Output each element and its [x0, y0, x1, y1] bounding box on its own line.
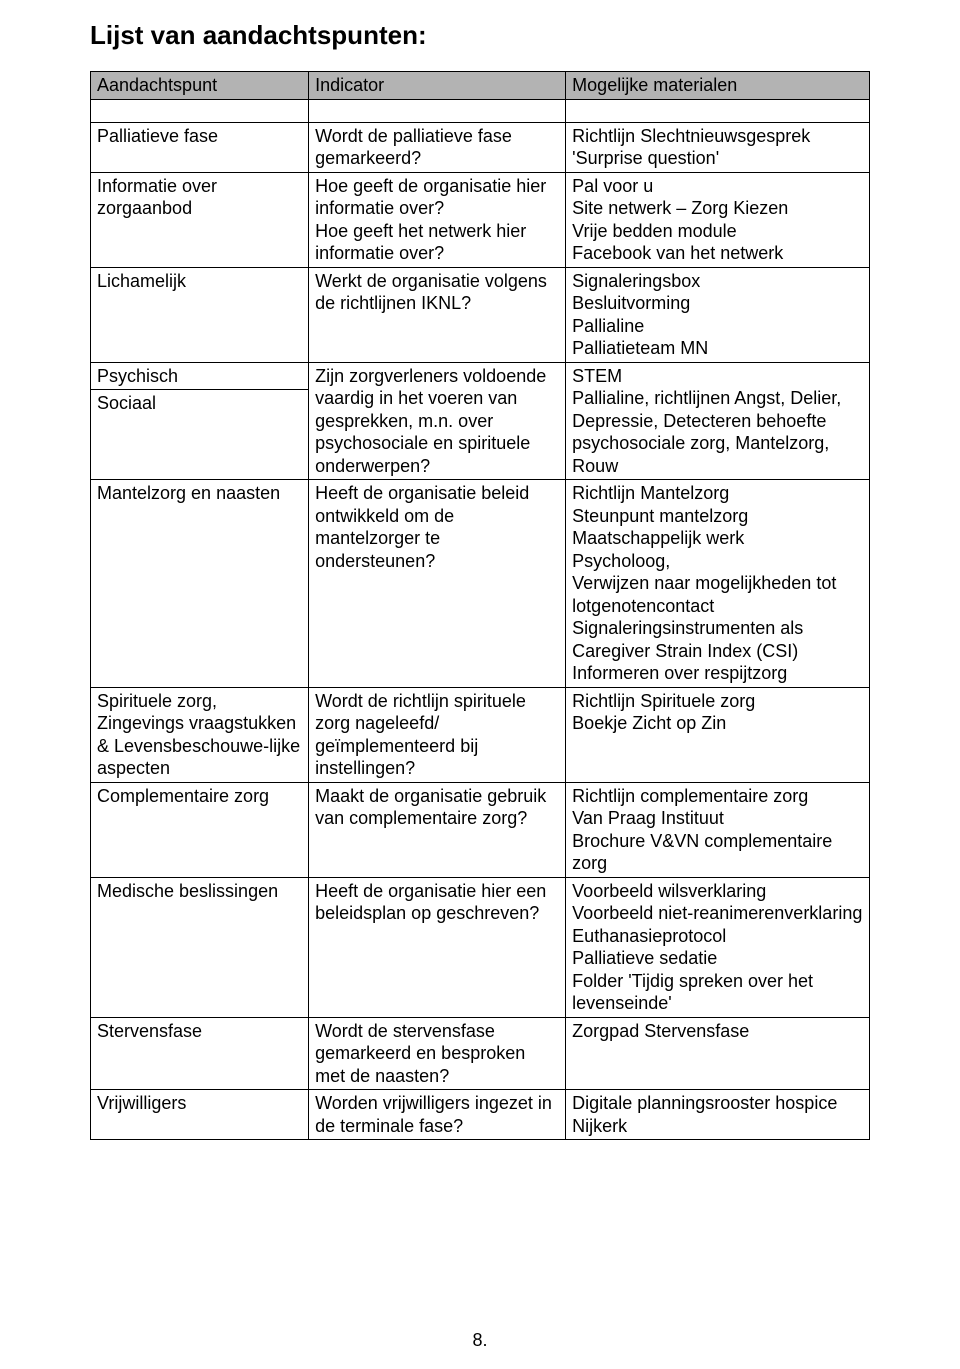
psych-sociaal-split: Psychisch Sociaal — [91, 363, 308, 417]
table-row: Mantelzorg en naasten Heeft de organisat… — [91, 480, 870, 688]
table-row: Stervensfase Wordt de stervensfase gemar… — [91, 1017, 870, 1090]
col-header-aandachtspunt: Aandachtspunt — [91, 72, 309, 100]
cell-indicator: Zijn zorgverleners voldoende vaardig in … — [309, 362, 566, 480]
cell-aandachtspunt: Mantelzorg en naasten — [91, 480, 309, 688]
cell-materialen: STEMPallialine, richtlijnen Angst, Delie… — [566, 362, 870, 480]
sociaal-label: Sociaal — [91, 390, 308, 417]
cell-aandachtspunt: Vrijwilligers — [91, 1090, 309, 1140]
table-row: Medische beslissingen Heeft de organisat… — [91, 877, 870, 1017]
cell-materialen: Richtlijn Spirituele zorgBoekje Zicht op… — [566, 687, 870, 782]
cell-indicator: Maakt de organisatie gebruik van complem… — [309, 782, 566, 877]
table-header-row: Aandachtspunt Indicator Mogelijke materi… — [91, 72, 870, 100]
cell-indicator: Werkt de organisatie volgens de richtlij… — [309, 267, 566, 362]
cell-materialen: Digitale planningsrooster hospice Nijker… — [566, 1090, 870, 1140]
table-row: Vrijwilligers Worden vrijwilligers ingez… — [91, 1090, 870, 1140]
cell-indicator: Worden vrijwilligers ingezet in de termi… — [309, 1090, 566, 1140]
cell-aandachtspunt: Informatie over zorgaanbod — [91, 172, 309, 267]
cell-materialen: Pal voor uSite netwerk – Zorg KiezenVrij… — [566, 172, 870, 267]
cell-aandachtspunt: Spirituele zorg, Zingevings vraagstukken… — [91, 687, 309, 782]
page-title: Lijst van aandachtspunten: — [90, 20, 870, 51]
table-row: Spirituele zorg, Zingevings vraagstukken… — [91, 687, 870, 782]
col-header-materialen: Mogelijke materialen — [566, 72, 870, 100]
table-row: Informatie over zorgaanbod Hoe geeft de … — [91, 172, 870, 267]
cell-aandachtspunt: Stervensfase — [91, 1017, 309, 1090]
aandachtspunten-table: Aandachtspunt Indicator Mogelijke materi… — [90, 71, 870, 1140]
table-spacer-row — [91, 99, 870, 122]
cell-materialen: Zorgpad Stervensfase — [566, 1017, 870, 1090]
table-row: Lichamelijk Werkt de organisatie volgens… — [91, 267, 870, 362]
cell-materialen: Richtlijn Slechtnieuwsgesprek'Surprise q… — [566, 122, 870, 172]
cell-indicator: Heeft de organisatie beleid ontwikkeld o… — [309, 480, 566, 688]
cell-indicator: Wordt de stervensfase gemarkeerd en besp… — [309, 1017, 566, 1090]
cell-indicator: Heeft de organisatie hier een beleidspla… — [309, 877, 566, 1017]
cell-indicator: Wordt de richtlijn spirituele zorg nagel… — [309, 687, 566, 782]
cell-aandachtspunt: Medische beslissingen — [91, 877, 309, 1017]
cell-aandachtspunt: Palliatieve fase — [91, 122, 309, 172]
table-row: Palliatieve fase Wordt de palliatieve fa… — [91, 122, 870, 172]
table-row: Complementaire zorg Maakt de organisatie… — [91, 782, 870, 877]
table-row: Psychisch Sociaal Zijn zorgverleners vol… — [91, 362, 870, 480]
cell-aandachtspunt-split: Psychisch Sociaal — [91, 362, 309, 480]
cell-materialen: Richtlijn complementaire zorgVan Praag I… — [566, 782, 870, 877]
cell-aandachtspunt: Lichamelijk — [91, 267, 309, 362]
cell-materialen: Richtlijn MantelzorgSteunpunt mantelzorg… — [566, 480, 870, 688]
psychisch-label: Psychisch — [91, 363, 308, 390]
cell-indicator: Hoe geeft de organisatie hier informatie… — [309, 172, 566, 267]
cell-materialen: SignaleringsboxBesluitvormingPallialineP… — [566, 267, 870, 362]
page-number: 8. — [472, 1330, 487, 1351]
cell-materialen: Voorbeeld wilsverklaringVoorbeeld niet-r… — [566, 877, 870, 1017]
col-header-indicator: Indicator — [309, 72, 566, 100]
cell-aandachtspunt: Complementaire zorg — [91, 782, 309, 877]
cell-indicator: Wordt de palliatieve fase gemarkeerd? — [309, 122, 566, 172]
page: Lijst van aandachtspunten: Aandachtspunt… — [0, 0, 960, 1369]
